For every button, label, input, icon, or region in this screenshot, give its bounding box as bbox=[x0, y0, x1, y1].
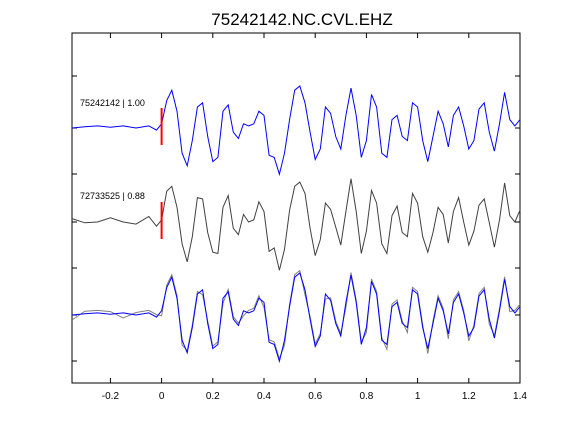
x-tick-label: 0.8 bbox=[359, 391, 373, 402]
x-axis: -0.2 0 0.2 0.4 0.6 0.8 1 1.2 1.4 bbox=[102, 33, 527, 402]
x-tick-label: 1.2 bbox=[462, 391, 476, 402]
x-tick-label: 0.2 bbox=[206, 391, 220, 402]
trace-1-waveform bbox=[71, 85, 521, 177]
x-tick-label: 1.4 bbox=[513, 391, 527, 402]
x-tick-label: -0.2 bbox=[102, 391, 120, 402]
trace-label-1: 75242142 | 1.00 bbox=[80, 98, 145, 108]
trace-labels: 75242142 | 1.00 72733525 | 0.88 bbox=[80, 98, 145, 201]
x-tick-label: 0.6 bbox=[308, 391, 322, 402]
x-tick-label: 0.4 bbox=[257, 391, 271, 402]
chart-title: 75242142.NC.CVL.EHZ bbox=[211, 10, 392, 29]
trace-label-2: 72733525 | 0.88 bbox=[80, 191, 145, 201]
trace-2-waveform bbox=[71, 178, 521, 271]
overlay-blue-waveform bbox=[71, 272, 521, 364]
x-tick-label: 0 bbox=[159, 391, 165, 402]
traces-layer bbox=[71, 85, 521, 364]
x-tick-label: 1 bbox=[415, 391, 421, 402]
plot-frame bbox=[71, 32, 521, 384]
